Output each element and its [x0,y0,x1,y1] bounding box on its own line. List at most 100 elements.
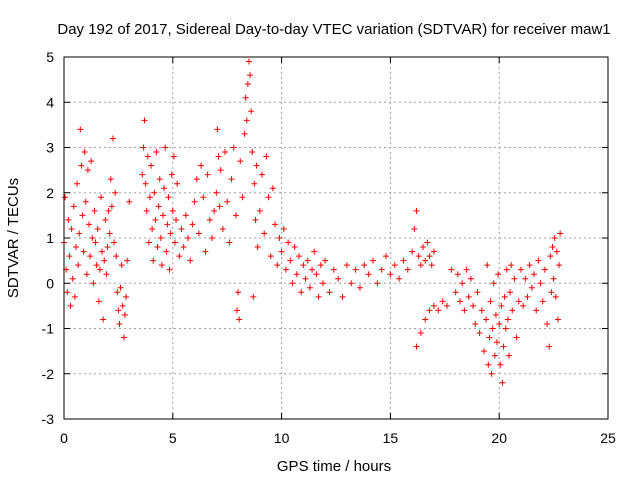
data-point [113,253,120,260]
data-point [143,207,150,214]
data-point [202,248,209,255]
data-point [247,72,254,79]
data-point [533,307,540,314]
data-point [417,262,424,269]
data-point [235,289,242,296]
data-point [413,343,420,350]
data-point [343,262,350,269]
data-point [430,302,437,309]
chart-title: Day 192 of 2017, Sidereal Day-to-day VTE… [57,21,610,38]
y-tick-label: -2 [42,366,55,382]
data-point [163,248,170,255]
data-point [417,330,424,337]
data-point [243,117,250,124]
data-point [230,144,237,151]
data-point [117,284,124,291]
data-point [222,149,229,156]
data-point [114,289,121,296]
data-point [428,262,435,269]
data-point [88,158,95,165]
data-point [515,298,522,305]
data-point [553,248,560,255]
data-point [452,289,459,296]
data-point [90,280,97,287]
data-point [155,203,162,210]
data-point [95,298,102,305]
data-point [313,271,320,278]
data-point [524,293,531,300]
y-tick-label: 5 [46,49,54,65]
data-point [146,194,153,201]
data-point [554,316,561,323]
data-point [315,293,322,300]
grid-lines [64,57,608,419]
y-tick-label: 2 [46,185,54,201]
data-point [189,221,196,228]
data-point [551,235,558,241]
data-point [94,225,101,232]
data-point [509,307,516,314]
data-point [365,271,372,278]
data-point [544,320,551,327]
data-point [296,253,303,260]
data-point [424,239,431,246]
x-tick-label: 5 [169,430,177,446]
data-point [485,361,492,368]
data-point [239,194,246,201]
data-point [251,180,258,187]
data-point [311,248,318,255]
data-point [391,262,398,269]
data-point [488,370,495,377]
data-point [454,271,461,278]
data-point [252,216,259,223]
axis-ticks [63,56,609,420]
data-point [501,293,508,300]
data-point [193,176,200,183]
data-point [66,253,73,260]
data-point [520,302,527,309]
data-point [107,176,114,183]
data-point [97,194,104,201]
data-point [195,230,202,237]
data-point [76,230,83,237]
data-point [150,257,157,264]
data-point [79,212,86,219]
data-point [68,225,75,232]
data-point [517,266,524,273]
data-point [236,316,243,323]
data-point [216,203,223,210]
data-point [78,162,85,169]
data-point [167,230,174,237]
data-point [272,221,279,228]
data-point [151,189,158,196]
data-point [86,221,93,228]
data-point [480,348,487,355]
y-tick-label: 4 [46,94,54,110]
data-point [504,316,511,323]
data-point [144,153,151,160]
data-point [104,244,111,251]
data-point [415,253,422,260]
data-point [112,189,119,196]
data-point [298,289,305,296]
data-point [92,239,99,246]
data-point [309,266,316,273]
data-point [400,257,407,264]
data-point [102,216,109,223]
data-point [498,302,505,309]
data-point [185,235,192,241]
y-tick-label: 0 [46,275,54,291]
data-point [508,262,515,269]
data-point [215,153,222,160]
data-point [300,262,307,269]
data-point [319,280,326,287]
data-point [176,253,183,260]
data-point [306,284,313,291]
data-point [75,262,82,269]
data-point [178,225,185,232]
data-point [217,167,224,174]
data-point [463,266,470,273]
x-axis-label: GPS time / hours [277,458,391,475]
data-point [214,126,221,133]
